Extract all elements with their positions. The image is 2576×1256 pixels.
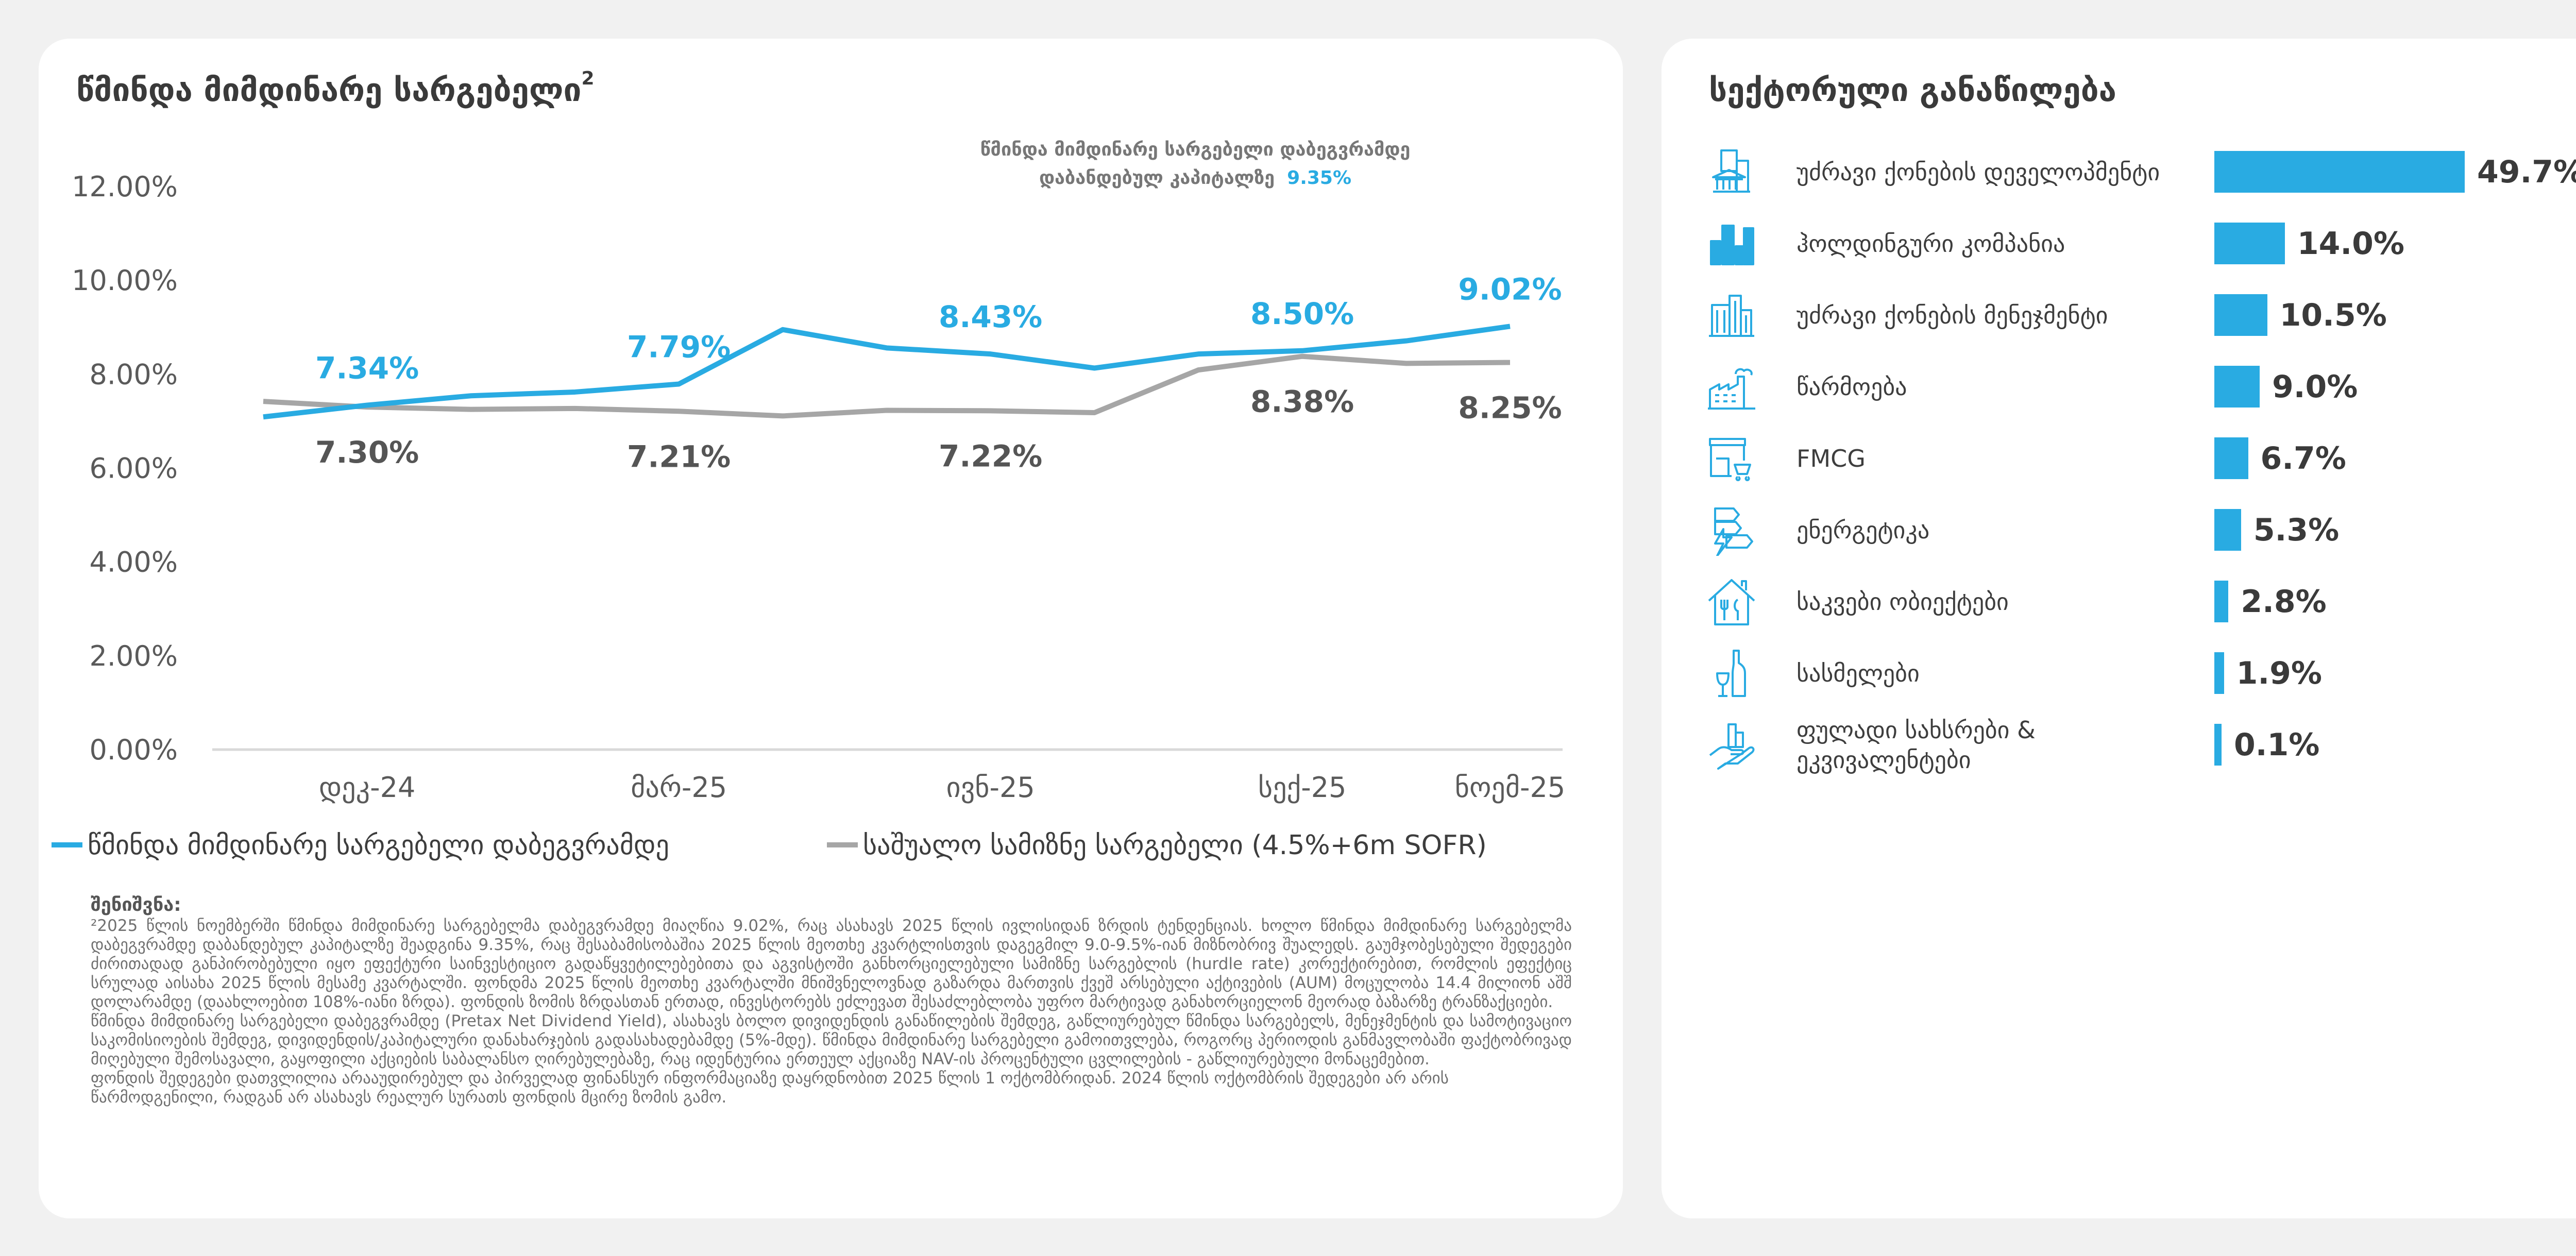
note-paragraph: ფონდის შედეგები დათვლილია არააუდირებულ დ… — [91, 1069, 1449, 1107]
note-paragraph: წმინდა მიმდინარე სარგებელი დაბეგვრამდე (… — [91, 1012, 1572, 1068]
sector-percent: 10.5% — [2279, 297, 2387, 333]
pretax-yield-data-label: 7.79% — [627, 329, 731, 364]
y-tick-label: 0.00% — [89, 734, 178, 766]
pretax-yield-data-label: 9.02% — [1458, 271, 1562, 307]
sector-title: სექტორული განაწილება — [1709, 71, 2117, 109]
sector-label: წარმოება — [1797, 372, 1907, 401]
y-tick-label: 6.00% — [89, 452, 178, 485]
sector-bar — [2214, 294, 2267, 336]
y-tick-label: 8.00% — [89, 358, 178, 391]
y-tick-label: 10.00% — [72, 264, 178, 297]
sector-row: უძრავი ქონების მენეჯმენტი 10.5% — [1662, 279, 2576, 351]
annotation-value: 9.35% — [1287, 167, 1351, 189]
pretax-yield-line — [263, 324, 1511, 420]
sector-percent: 5.3% — [2253, 512, 2340, 548]
sector-bar — [2214, 437, 2248, 479]
annotation-line1: წმინდა მიმდინარე სარგებელი დაბეგვრამდე — [980, 139, 1411, 160]
sector-percent: 49.7% — [2477, 154, 2576, 190]
sector-bar — [2214, 652, 2224, 694]
x-tick-label: დეკ-24 — [319, 771, 415, 804]
sector-percent: 0.1% — [2234, 726, 2320, 763]
sector-row: წარმოება 9.0% — [1662, 351, 2576, 422]
sector-label: უძრავი ქონების მენეჯმენტი — [1797, 301, 2108, 329]
wine-bottle-icon — [1716, 650, 1746, 697]
house-cutlery-icon — [1708, 579, 1755, 625]
sector-bar — [2214, 581, 2229, 622]
pretax-yield-data-label: 8.43% — [939, 299, 1042, 334]
note-paragraph: ²2025 წლის ნოემბერში წმინდა მიმდინარე სა… — [91, 916, 1572, 1011]
legend-item-hurdle-rate: საშუალო სამიზნე სარგებელი (4.5%+6m SOFR) — [863, 830, 1487, 861]
y-tick-label: 4.00% — [89, 546, 178, 579]
sector-percent: 6.7% — [2260, 440, 2346, 477]
hand-money-icon — [1709, 723, 1755, 770]
line-chart: წმინდა მიმდინარე სარგებელი დაბეგვრამდე დ… — [52, 139, 1566, 861]
x-tick-label: ივნ-25 — [946, 771, 1035, 804]
sector-bar — [2214, 366, 2260, 408]
sector-label: FMCG — [1797, 444, 1866, 472]
hurdle-rate-data-label: 8.38% — [1250, 384, 1354, 419]
sector-label: ფულადი სახსრები & ეკვივალენტები — [1797, 716, 2036, 774]
legend: წმინდა მიმდინარე სარგებელი დაბეგვრამდე ს… — [52, 830, 1487, 861]
sector-percent: 14.0% — [2297, 225, 2405, 262]
sector-label: საკვები ობიექტები — [1797, 587, 2009, 616]
sector-row: ჰოლდინგური კომპანია 14.0% — [1662, 208, 2576, 279]
legend-item-pretax-yield: წმინდა მიმდინარე სარგებელი დაბეგვრამდე — [88, 830, 669, 861]
sector-row: საკვები ობიექტები 2.8% — [1662, 566, 2576, 637]
sector-allocation-card — [1662, 39, 2576, 1218]
factory-icon — [1708, 368, 1755, 410]
sector-bar — [2214, 509, 2241, 551]
hurdle-rate-data-label: 7.21% — [627, 439, 731, 474]
chart-title: წმინდა მიმდინარე სარგებელი2 — [76, 68, 595, 109]
footnote-marker: 2 — [581, 68, 595, 89]
sector-label: ენერგეტიკა — [1797, 516, 1930, 544]
yield-chart-card — [39, 39, 1623, 1218]
sector-percent: 1.9% — [2236, 655, 2322, 691]
y-tick-label: 2.00% — [89, 640, 178, 672]
x-tick-label: სექ-25 — [1258, 771, 1347, 804]
sector-row: FMCG 6.7% — [1662, 422, 2576, 494]
pretax-yield-data-label: 7.34% — [315, 350, 419, 385]
sector-label: სასმელები — [1797, 659, 1920, 687]
x-tick-label: მარ-25 — [631, 771, 727, 804]
skyscraper-icon — [1709, 295, 1754, 337]
sector-percent: 9.0% — [2272, 368, 2358, 405]
energy-bolt-icon — [1714, 507, 1753, 556]
sector-row: უძრავი ქონების დეველოპმენტი 49.7% — [1662, 136, 2576, 208]
hurdle-rate-data-label: 8.25% — [1458, 391, 1562, 426]
hurdle-rate-line — [263, 353, 1511, 419]
sector-row: ენერგეტიკა 5.3% — [1662, 494, 2576, 566]
sector-row: სასმელები 1.9% — [1662, 637, 2576, 709]
sector-percent: 2.8% — [2241, 583, 2327, 620]
building-bank-icon — [1712, 149, 1750, 193]
sector-bar — [2214, 724, 2222, 766]
pretax-yield-data-label: 8.50% — [1250, 296, 1354, 331]
store-cart-icon — [1709, 438, 1751, 481]
sector-bar — [2214, 223, 2285, 264]
city-buildings-icon — [1710, 225, 1754, 265]
y-tick-label: 12.00% — [72, 171, 178, 203]
notes-heading: შენიშვნა: — [91, 894, 181, 915]
hurdle-rate-data-label: 7.22% — [939, 438, 1042, 473]
sector-label: უძრავი ქონების დეველოპმენტი — [1797, 158, 2160, 186]
footnotes: შენიშვნა: ²2025 წლის ნოემბერში წმინდა მი… — [91, 894, 1572, 1107]
annotation-line2: დაბანდებულ კაპიტალზე 9.35% — [1039, 167, 1351, 189]
sector-bar — [2214, 151, 2465, 193]
x-tick-label: ნოემ-25 — [1455, 771, 1566, 804]
sector-label: ჰოლდინგური კომპანია — [1797, 229, 2065, 258]
sector-row: ფულადი სახსრები & ეკვივალენტები 0.1% — [1662, 709, 2576, 780]
hurdle-rate-data-label: 7.30% — [315, 435, 419, 470]
